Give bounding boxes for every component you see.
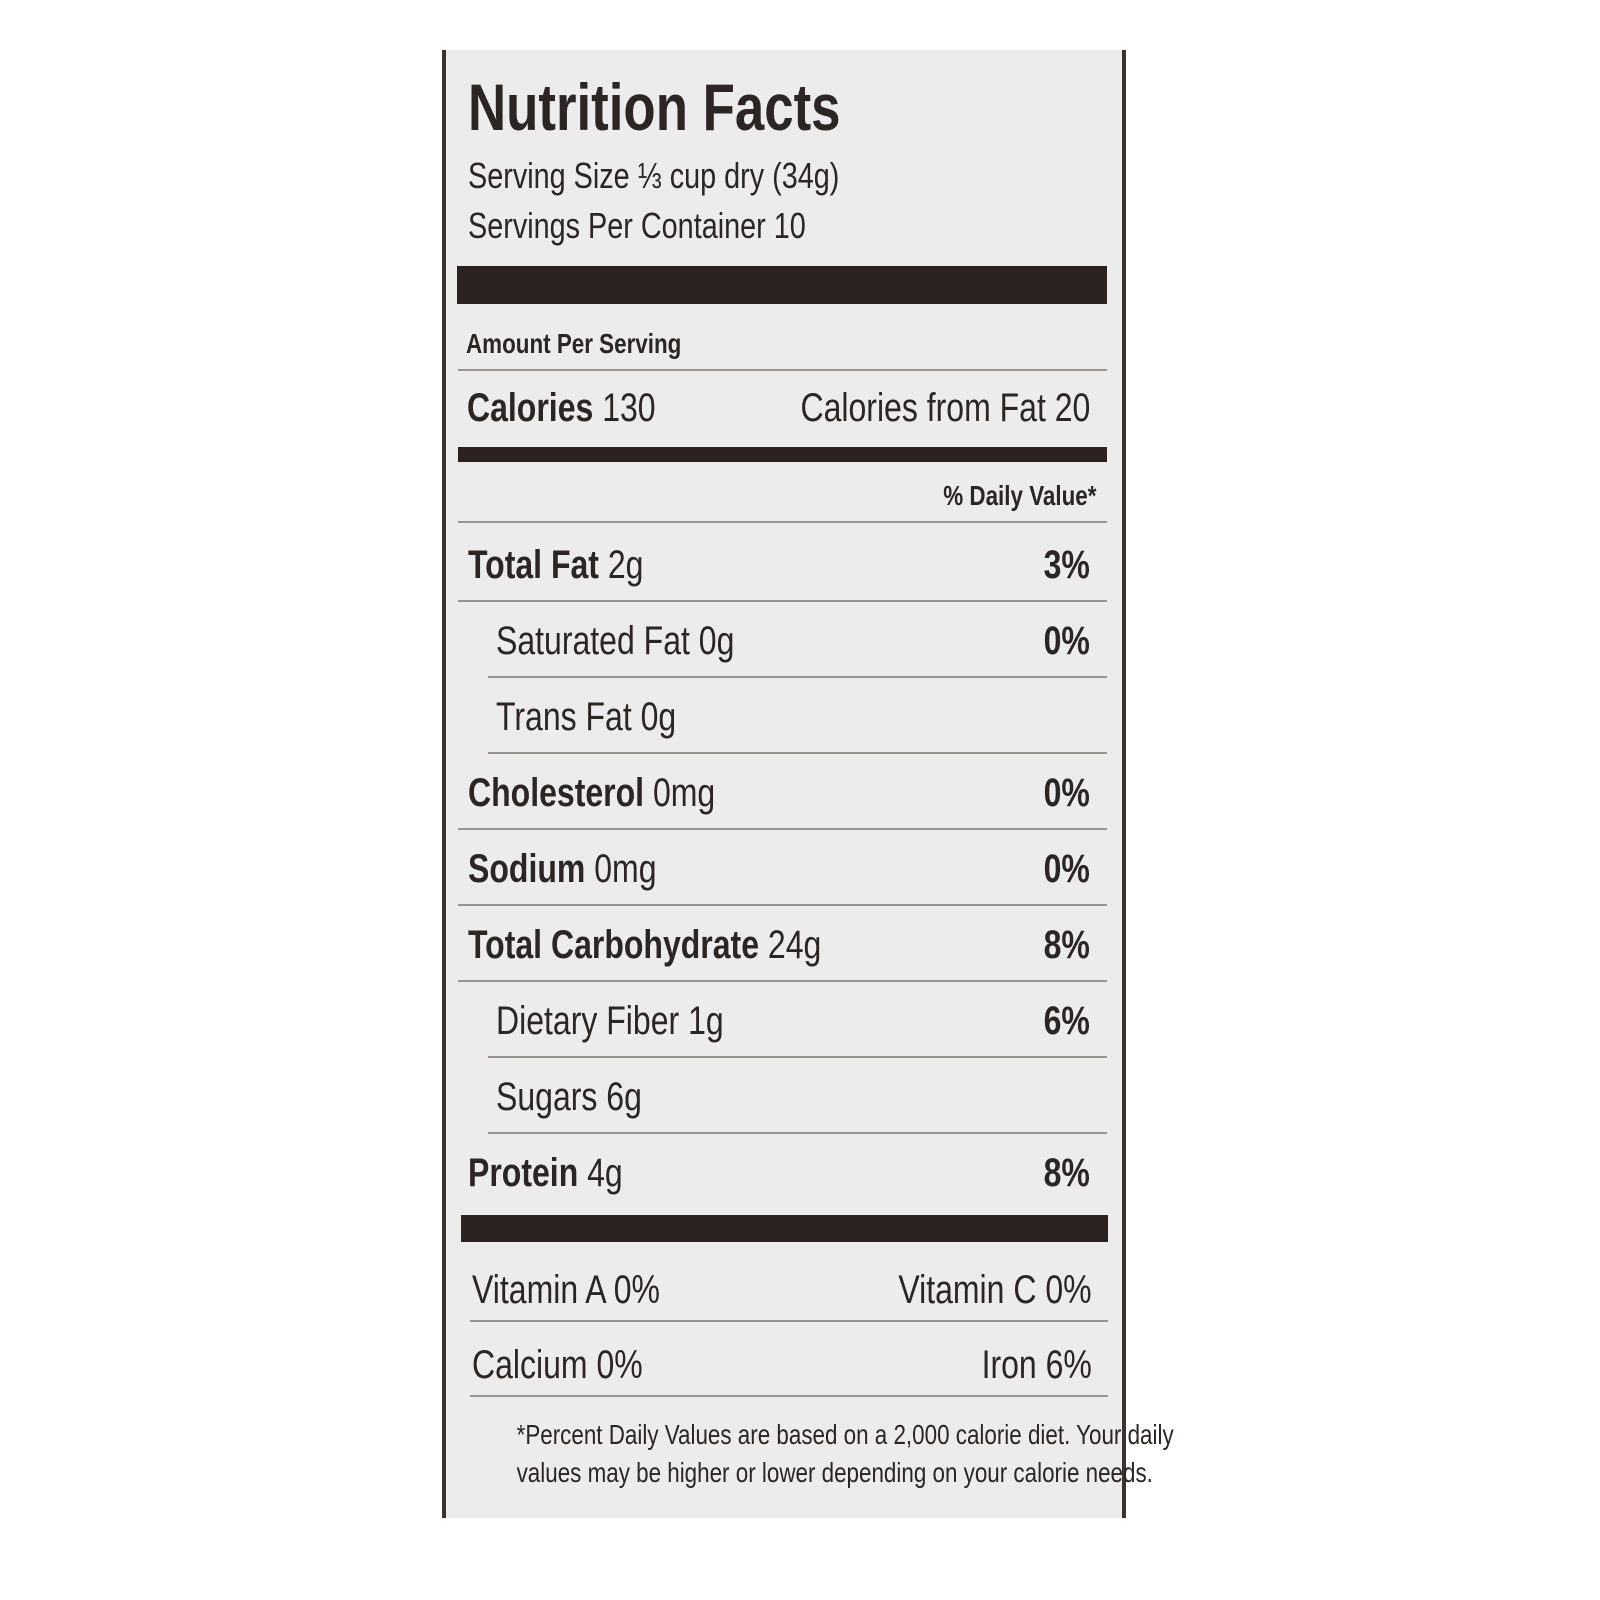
nutrient-amount: 1g [688,999,724,1043]
nutrient-name: Cholesterol [468,771,645,815]
servings-per-container: Servings Per Container 10 [468,205,806,247]
thin-rule [458,828,1107,830]
sub-nutrient: Sugars 6g [496,1073,642,1121]
daily-value: 6% [1043,999,1090,1043]
nutrient-name: Total Fat [468,543,599,587]
calories-label: Calories [467,386,594,430]
vitamin: Vitamin A 0% [472,1266,660,1314]
serving-size: Serving Size ⅓ cup dry (34g) [468,155,840,197]
thin-rule [470,1395,1108,1397]
nutrient: Protein 4g [468,1149,623,1197]
nutrient: Total Carbohydrate 24g [468,921,821,969]
daily-value: 8% [1043,923,1090,967]
vitamin-name: Vitamin C [898,1268,1037,1312]
nutrient-amount: 0mg [652,771,716,815]
nutrient-name: Saturated Fat [496,619,690,663]
vitamin-name: Calcium [472,1343,588,1387]
vitamin-value: 0% [1045,1268,1092,1312]
vitamin: Calcium 0% [472,1341,643,1389]
thin-rule [488,676,1107,678]
thin-rule [470,1320,1108,1322]
thin-rule [458,904,1107,906]
daily-value: 8% [1043,1151,1090,1195]
nutrient-amount: 2g [607,543,644,587]
thin-rule [488,1132,1107,1134]
nutrient-name: Sodium [468,847,586,891]
thin-rule [488,752,1107,754]
nutrient-amount: 0mg [594,847,657,891]
calories-row: Calories 130 [467,384,656,432]
nutrient-name: Total Carbohydrate [468,923,759,967]
nutrient: Cholesterol 0mg [468,769,715,817]
calories-from-fat: Calories from Fat 20 [800,386,1090,430]
nutrient-amount: 24g [767,923,822,967]
nutrient-name: Protein [468,1151,579,1195]
thin-rule [458,980,1107,982]
nutrient: Total Fat 2g [468,541,643,589]
nutrient: Sodium 0mg [468,845,656,893]
nutrient-name: Sugars [496,1075,598,1119]
vitamin-value: 6% [1045,1343,1092,1387]
vitamin: Iron 6% [982,1341,1092,1389]
nutrient-amount: 0g [698,619,735,663]
thin-rule [458,600,1107,602]
vitamin-value: 0% [613,1268,660,1312]
thin-rule [488,1056,1107,1058]
sub-nutrient: Saturated Fat 0g [496,617,734,665]
thin-rule [458,521,1107,523]
footnote: values may be higher or lower depending … [516,1457,1153,1489]
thin-rule [458,369,1107,371]
nutrient-amount: 0g [640,695,677,739]
title: Nutrition Facts [468,70,841,145]
sub-nutrient: Dietary Fiber 1g [496,997,724,1045]
nutrient-name: Dietary Fiber [496,999,680,1043]
daily-value: 0% [1043,619,1090,663]
daily-value: 0% [1043,847,1090,891]
amount-per-serving: Amount Per Serving [466,328,682,360]
vitamin-name: Iron [981,1343,1037,1387]
daily-value-header: % Daily Value* [942,480,1096,512]
sub-nutrient: Trans Fat 0g [496,693,676,741]
calories-value: 130 [602,386,656,430]
daily-value: 0% [1043,771,1090,815]
footnote: *Percent Daily Values are based on a 2,0… [516,1419,1174,1451]
daily-value: 3% [1043,543,1090,587]
thick-rule [458,447,1107,462]
vitamin-name: Vitamin A [472,1268,605,1312]
vitamin: Vitamin C 0% [899,1266,1092,1314]
nutrient-amount: 6g [606,1075,642,1119]
thick-rule [461,1215,1108,1242]
vitamin-value: 0% [596,1343,643,1387]
nutrient-name: Trans Fat [496,695,632,739]
thick-rule [457,266,1107,304]
nutrient-amount: 4g [587,1151,623,1195]
